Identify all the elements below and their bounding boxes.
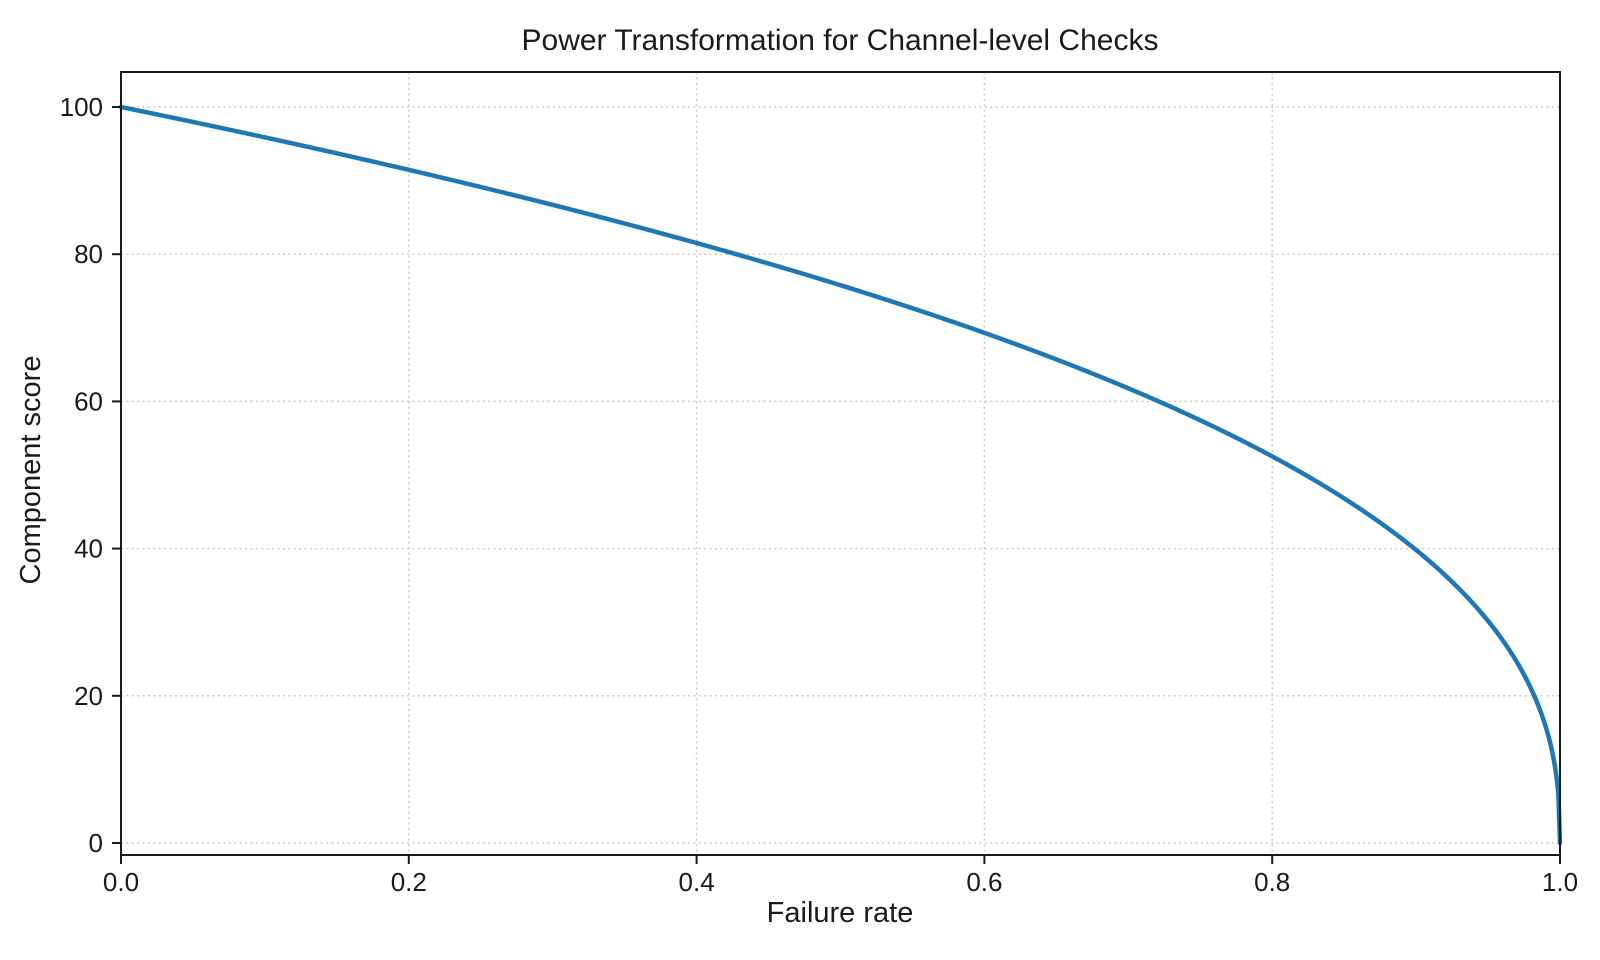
y-tick-label: 20 [74, 681, 103, 711]
y-tick-label: 60 [74, 386, 103, 416]
y-tick-label: 0 [89, 828, 103, 858]
x-axis-label: Failure rate [767, 897, 914, 929]
x-tick-label: 0.8 [1254, 867, 1290, 897]
y-axis-label: Component score [15, 356, 47, 585]
x-tick-label: 0.6 [966, 867, 1002, 897]
y-tick-label: 40 [74, 534, 103, 564]
y-tick-labels: 0 20 40 60 80 100 [60, 92, 103, 858]
plot-border [120, 71, 1561, 856]
x-tick-label: 1.0 [1542, 867, 1578, 897]
x-tick-label: 0.4 [679, 867, 715, 897]
x-tick-label: 0.2 [391, 867, 427, 897]
y-tick-label: 80 [74, 239, 103, 269]
y-tick-label: 100 [60, 92, 103, 122]
score-curve [118, 104, 1563, 846]
chart-title: Power Transformation for Channel-level C… [522, 24, 1159, 57]
gridlines [121, 72, 1560, 855]
x-tick-labels: 0.0 0.2 0.4 0.6 0.8 1.0 [103, 867, 1578, 897]
axis-ticks [112, 106, 1561, 864]
x-tick-label: 0.0 [103, 867, 139, 897]
